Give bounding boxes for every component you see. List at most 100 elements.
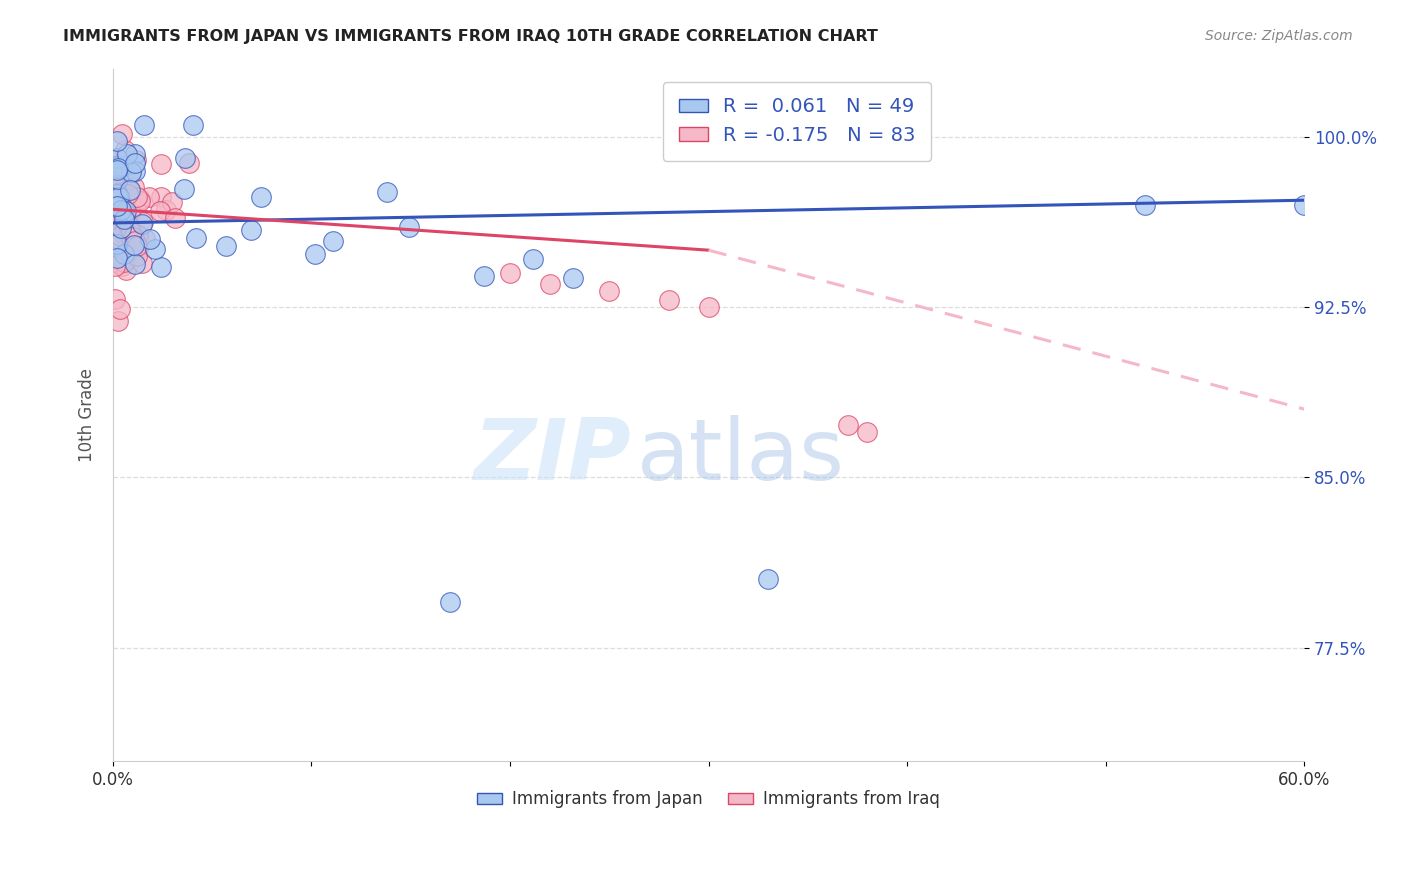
Point	[105, 251, 128, 265]
Point	[162, 194, 184, 209]
Point	[120, 225, 142, 239]
Point	[107, 159, 129, 173]
Point	[837, 417, 859, 432]
Point	[117, 186, 139, 201]
Point	[108, 257, 131, 271]
Point	[104, 193, 127, 207]
Point	[115, 216, 138, 230]
Point	[104, 153, 127, 167]
Point	[124, 164, 146, 178]
Point	[120, 183, 142, 197]
Point	[124, 244, 146, 258]
Point	[856, 425, 879, 439]
Y-axis label: 10th Grade: 10th Grade	[79, 368, 96, 462]
Point	[149, 157, 172, 171]
Point	[114, 159, 136, 173]
Point	[125, 249, 148, 263]
Point	[105, 184, 128, 198]
Point	[108, 177, 131, 191]
Point	[186, 231, 208, 245]
Point	[110, 229, 132, 244]
Point	[181, 118, 204, 132]
Point	[104, 172, 127, 186]
Point	[104, 204, 127, 219]
Point	[105, 198, 128, 212]
Point	[522, 252, 544, 266]
Point	[107, 219, 129, 233]
Point	[114, 262, 136, 277]
Point	[125, 238, 148, 252]
Point	[112, 227, 135, 241]
Point	[110, 302, 132, 317]
Point	[115, 252, 138, 267]
Point	[107, 314, 129, 328]
Point	[124, 238, 146, 252]
Point	[117, 147, 139, 161]
Point	[127, 190, 149, 204]
Point	[112, 203, 135, 218]
Point	[118, 181, 141, 195]
Point	[124, 155, 146, 169]
Point	[120, 230, 142, 244]
Point	[658, 293, 681, 307]
Point	[149, 260, 172, 275]
Point	[117, 236, 139, 251]
Point	[110, 189, 132, 203]
Point	[112, 216, 135, 230]
Point	[105, 160, 128, 174]
Point	[697, 300, 720, 314]
Point	[107, 190, 129, 204]
Point	[145, 242, 167, 256]
Point	[105, 186, 128, 201]
Point	[163, 211, 186, 225]
Point	[124, 146, 146, 161]
Text: IMMIGRANTS FROM JAPAN VS IMMIGRANTS FROM IRAQ 10TH GRADE CORRELATION CHART: IMMIGRANTS FROM JAPAN VS IMMIGRANTS FROM…	[63, 29, 879, 44]
Point	[538, 277, 561, 292]
Text: ZIP: ZIP	[474, 415, 631, 498]
Point	[398, 219, 420, 234]
Point	[112, 247, 135, 261]
Point	[111, 202, 134, 217]
Point	[105, 186, 128, 201]
Point	[107, 158, 129, 172]
Point	[155, 202, 177, 217]
Point	[124, 257, 146, 271]
Point	[111, 259, 134, 273]
Point	[127, 241, 149, 255]
Text: Source: ZipAtlas.com: Source: ZipAtlas.com	[1205, 29, 1353, 43]
Point	[105, 236, 128, 251]
Point	[177, 155, 200, 169]
Point	[149, 190, 172, 204]
Point	[1135, 198, 1157, 212]
Point	[114, 220, 136, 235]
Point	[124, 234, 146, 248]
Point	[131, 218, 153, 232]
Point	[122, 240, 145, 254]
Point	[112, 221, 135, 235]
Point	[115, 203, 138, 218]
Point	[439, 595, 461, 609]
Point	[115, 227, 138, 241]
Point	[104, 292, 127, 306]
Point	[121, 229, 143, 244]
Point	[215, 238, 238, 252]
Point	[127, 228, 149, 243]
Point	[375, 185, 398, 199]
Point	[756, 573, 779, 587]
Point	[128, 194, 150, 209]
Point	[111, 172, 134, 186]
Point	[132, 215, 155, 229]
Point	[104, 208, 127, 222]
Point	[105, 134, 128, 148]
Point	[104, 259, 127, 273]
Point	[114, 197, 136, 211]
Point	[131, 256, 153, 270]
Point	[114, 143, 136, 157]
Point	[472, 268, 495, 283]
Point	[105, 151, 128, 165]
Point	[134, 118, 156, 132]
Point	[120, 164, 142, 178]
Point	[499, 266, 522, 280]
Point	[110, 202, 132, 217]
Point	[112, 255, 135, 269]
